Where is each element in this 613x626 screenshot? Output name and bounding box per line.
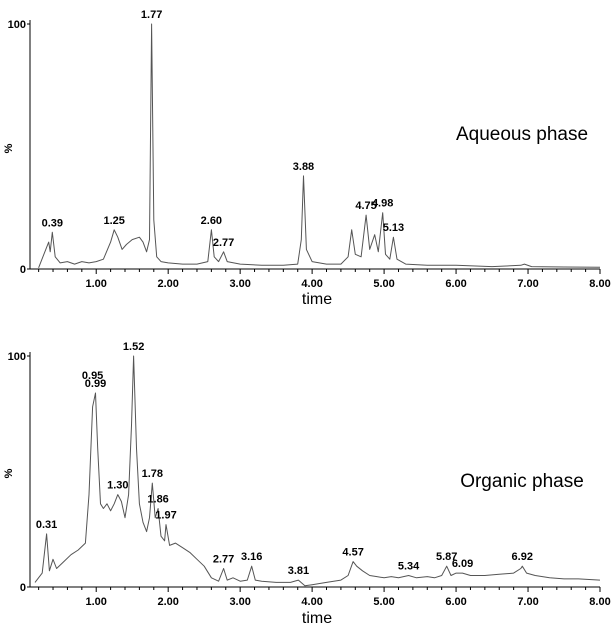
chart-title: Organic phase [460,471,584,492]
chart-panel-1: 0 100% 1.00 2.00 3.00 4.00 5.00 6.00 7.00 8.00 tim… [3,9,611,308]
x-tick-label: 1.00 [86,596,107,608]
peak-label: 2.77 [213,237,234,249]
peak-label: 0.99 [85,378,106,390]
y-tick-label: 0 [20,582,26,594]
peak-label: 4.57 [342,547,363,559]
chromatogram-trace [38,23,601,268]
peak-label: 1.97 [155,510,176,522]
peak-label: 1.30 [107,480,128,492]
peak-label: 1.78 [142,468,163,480]
x-tick-label: 4.00 [301,278,322,290]
peak-label: 5.13 [383,222,404,234]
x-tick-label: 1.00 [86,278,107,290]
peak-label: 3.16 [241,551,262,563]
peak-label: 0.95 [82,370,103,382]
y-tick-label: 100 [8,19,26,31]
x-tick-label: 8.00 [589,596,610,608]
peak-label: 3.88 [293,161,314,173]
x-tick-label: 4.00 [301,596,322,608]
peak-label: 6.09 [452,558,473,570]
y-tick-label: 100 [8,351,26,363]
chart-panel-2: 0 100% 1.00 2.00 3.00 4.00 5.00 6.00 7.00 8.00 tim… [3,341,611,626]
y-axis-label: % [3,143,15,153]
peak-label: 0.31 [36,519,57,531]
x-tick-label: 8.00 [589,278,610,290]
chromatogram-trace [34,355,601,587]
peak-label: 5.34 [398,560,420,572]
peak-label: 1.52 [123,341,144,353]
peak-label: 1.77 [141,9,162,21]
peak-label: 4.75 [355,200,376,212]
chart-title: Aqueous phase [456,124,588,145]
x-tick-label: 3.00 [229,596,250,608]
x-tick-label: 5.00 [373,596,394,608]
peak-label: 1.25 [103,215,124,227]
x-tick-label: 2.00 [157,278,178,290]
peak-label: 4.98 [372,198,393,210]
peak-label: 3.81 [288,565,309,577]
x-axis-label: time [302,291,332,308]
x-tick-label: 3.00 [229,278,250,290]
x-tick-label: 2.00 [157,596,178,608]
peak-label: 6.92 [512,551,533,563]
x-tick-label: 7.00 [517,278,538,290]
peak-label: 2.77 [213,554,234,566]
y-axis-label: % [3,468,15,478]
y-tick-label: 0 [20,264,26,276]
x-tick-label: 5.00 [373,278,394,290]
peak-label: 2.60 [201,215,222,227]
peak-label: 0.39 [42,217,63,229]
x-tick-label: 6.00 [445,278,466,290]
x-tick-label: 6.00 [445,596,466,608]
x-tick-label: 7.00 [517,596,538,608]
peak-label: 1.86 [147,493,168,505]
x-axis-label: time [302,610,332,626]
peak-label: 5.87 [436,551,457,563]
